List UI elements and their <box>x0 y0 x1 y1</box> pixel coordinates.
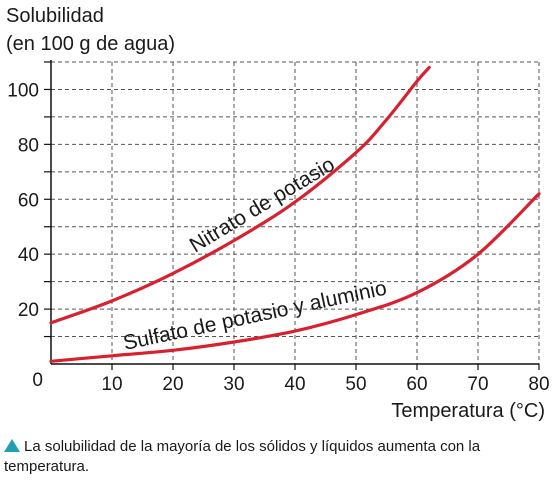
x-tick-label: 40 <box>284 374 305 395</box>
figure-caption: La solubilidad de la mayoría de los sóli… <box>4 437 544 477</box>
series-line-2 <box>49 192 541 363</box>
x-tick-label: 50 <box>345 374 366 395</box>
y-tick-label: 80 <box>18 135 39 156</box>
y-tick-label: 20 <box>18 300 39 321</box>
y-axis-title-line1: Solubilidad <box>6 5 104 27</box>
y-tick-label: 100 <box>7 80 39 101</box>
x-tick-label: 20 <box>162 374 183 395</box>
caption-triangle-icon <box>4 439 20 452</box>
caption-text: La solubilidad de la mayoría de los sóli… <box>4 438 481 475</box>
y-tick-label: 40 <box>18 245 39 266</box>
x-axis-title: Temperatura (°C) <box>391 400 545 422</box>
x-tick-label: 80 <box>528 374 549 395</box>
x-tick-label: 60 <box>406 374 427 395</box>
series-label-1: Nitrato de potasio <box>186 153 339 257</box>
y-axis-title-line2: (en 100 g de agua) <box>6 33 175 55</box>
series-line-1 <box>49 65 431 325</box>
origin-label: 0 <box>32 370 43 391</box>
x-tick-label: 70 <box>467 374 488 395</box>
x-tick-label: 10 <box>101 374 122 395</box>
y-tick-label: 60 <box>18 190 39 211</box>
solubility-chart: 20 40 60 80 100 10 20 30 40 50 60 70 80 0 Solubilidad (… <box>6 5 550 422</box>
x-tick-label: 30 <box>223 374 244 395</box>
